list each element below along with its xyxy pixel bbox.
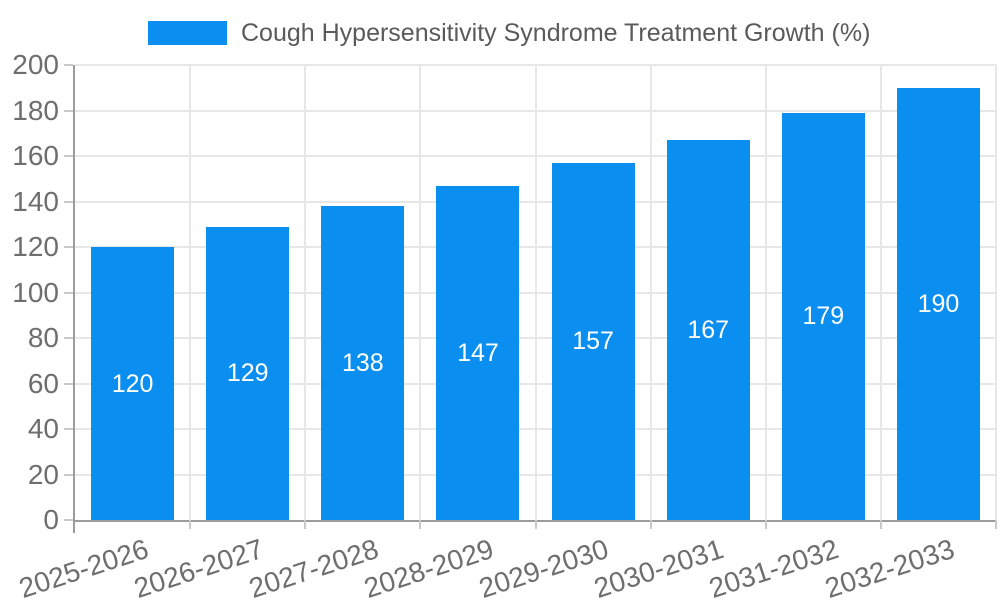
x-tick-label: 2027-2028 xyxy=(245,533,383,600)
bar[interactable]: 120 xyxy=(91,247,175,520)
gridline-vertical xyxy=(995,65,997,520)
x-tick-label: 2026-2027 xyxy=(130,533,267,600)
x-axis-tick xyxy=(304,520,307,529)
y-axis-tick xyxy=(64,291,73,294)
x-tick-label: 2028-2029 xyxy=(360,533,498,600)
y-axis-tick xyxy=(64,519,73,521)
y-axis-tick xyxy=(64,473,73,476)
x-tick-label: 2029-2030 xyxy=(475,533,613,600)
y-axis-tick xyxy=(64,246,73,248)
bar-value-label: 138 xyxy=(341,349,384,378)
gridline-vertical xyxy=(879,65,882,520)
bar[interactable]: 167 xyxy=(666,140,750,520)
bar-value-label: 120 xyxy=(111,369,154,398)
bar-value-label: 157 xyxy=(572,327,614,356)
y-tick-label: 200 xyxy=(12,49,59,80)
x-axis-tick xyxy=(419,520,422,529)
gridline-vertical xyxy=(649,65,652,520)
y-tick-label: 0 xyxy=(43,504,59,535)
bar-value-label: 179 xyxy=(802,302,845,331)
gridline-vertical xyxy=(419,65,422,520)
bar[interactable]: 147 xyxy=(436,185,520,520)
x-tick-label: 2032-2033 xyxy=(820,533,958,600)
y-tick-label: 20 xyxy=(27,458,59,490)
gridline-vertical xyxy=(189,65,192,520)
x-tick-label: 2025-2026 xyxy=(14,533,152,600)
y-axis-tick xyxy=(64,200,73,203)
y-tick-label: 100 xyxy=(12,276,59,308)
y-tick-label: 40 xyxy=(27,413,59,444)
x-axis-tick xyxy=(764,520,767,529)
legend-swatch xyxy=(148,21,227,45)
y-axis-tick xyxy=(64,337,73,339)
y-tick-label: 60 xyxy=(27,367,59,399)
plot-area: 0 20 40 60 80 100 120 140 160 180 200 120 2025-2026 1… xyxy=(12,49,997,600)
x-axis-tick xyxy=(534,520,537,529)
bar-value-label: 129 xyxy=(226,359,269,388)
x-axis-tick xyxy=(995,520,997,529)
gridline-vertical xyxy=(304,65,307,520)
x-tick-label: 2030-2031 xyxy=(590,533,728,600)
gridline-vertical xyxy=(764,65,767,520)
x-tick-label: 2031-2032 xyxy=(705,533,843,600)
x-axis-tick xyxy=(879,520,882,529)
legend-label: Cough Hypersensitivity Syndrome Treatmen… xyxy=(241,18,871,47)
bar[interactable]: 138 xyxy=(321,206,405,520)
bar[interactable]: 157 xyxy=(551,162,635,520)
x-axis-tick xyxy=(189,520,192,529)
gridline-vertical xyxy=(534,65,537,520)
bar[interactable]: 190 xyxy=(896,87,980,520)
y-axis-tick xyxy=(64,155,73,157)
y-axis-tick xyxy=(64,428,73,430)
y-axis-tick xyxy=(64,64,73,66)
legend-item[interactable]: Cough Hypersensitivity Syndrome Treatmen… xyxy=(148,16,870,50)
y-tick-label: 120 xyxy=(12,231,59,262)
y-tick-label: 160 xyxy=(12,140,59,171)
y-tick-label: 140 xyxy=(12,185,59,217)
bar-value-label: 147 xyxy=(457,338,499,367)
y-tick-label: 180 xyxy=(12,94,59,126)
bar[interactable]: 129 xyxy=(206,226,290,520)
y-axis-tick xyxy=(64,382,73,385)
bar-value-label: 167 xyxy=(687,316,730,345)
y-axis-tick xyxy=(64,109,73,112)
bar-value-label: 190 xyxy=(917,289,960,318)
bar[interactable]: 179 xyxy=(781,112,865,520)
y-axis-tick xyxy=(73,520,75,533)
x-axis-tick xyxy=(649,520,652,529)
y-tick-label: 80 xyxy=(27,322,59,353)
